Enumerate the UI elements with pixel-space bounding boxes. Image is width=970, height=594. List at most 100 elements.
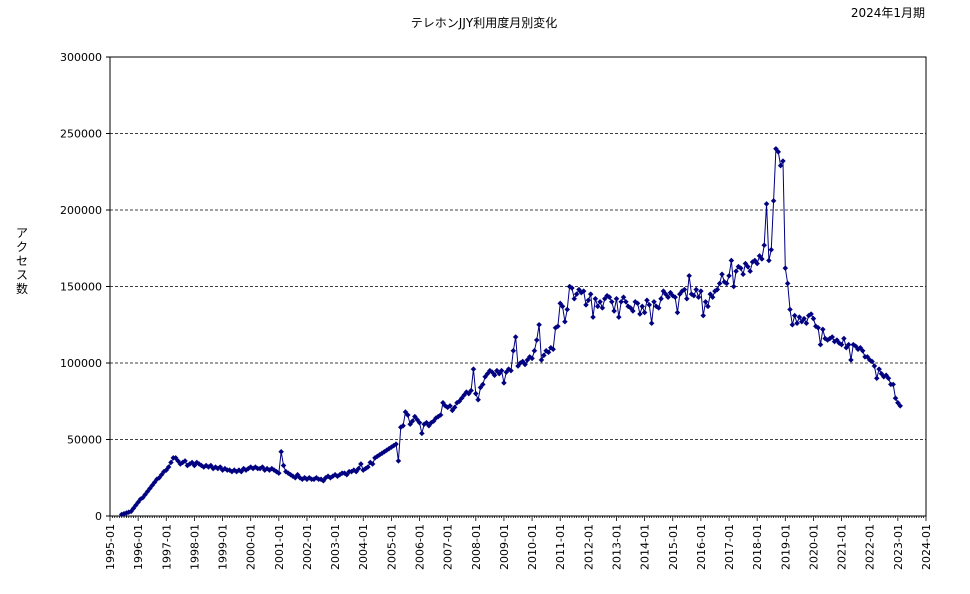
x-tick-label: 2008-01 bbox=[470, 524, 483, 570]
data-point bbox=[573, 291, 580, 297]
data-point bbox=[766, 257, 772, 264]
data-point bbox=[580, 288, 587, 294]
x-tick-label: 2020-01 bbox=[807, 524, 820, 570]
data-point bbox=[669, 292, 676, 299]
data-point bbox=[648, 320, 655, 327]
data-point bbox=[735, 263, 742, 270]
data-point bbox=[620, 294, 627, 301]
data-point bbox=[540, 352, 547, 359]
y-tick-label: 300000 bbox=[60, 51, 102, 64]
data-point bbox=[508, 367, 514, 374]
data-point bbox=[808, 311, 814, 317]
data-point bbox=[672, 294, 678, 301]
data-point bbox=[812, 323, 819, 330]
x-tick-label: 2013-01 bbox=[610, 524, 623, 570]
data-point bbox=[721, 279, 728, 285]
data-point bbox=[470, 366, 477, 372]
data-point bbox=[597, 298, 603, 305]
data-point bbox=[815, 324, 821, 331]
data-point bbox=[165, 464, 172, 470]
data-point bbox=[775, 149, 782, 155]
data-point bbox=[571, 295, 578, 302]
data-point bbox=[768, 246, 775, 253]
data-point bbox=[716, 280, 723, 287]
data-point bbox=[606, 294, 613, 301]
y-tick-label: 200000 bbox=[60, 204, 102, 217]
data-point bbox=[822, 335, 828, 342]
data-point bbox=[512, 334, 519, 340]
x-tick-label: 1999-01 bbox=[217, 524, 230, 570]
data-point bbox=[737, 265, 744, 271]
data-point bbox=[236, 467, 242, 473]
data-point bbox=[866, 357, 873, 363]
data-point bbox=[714, 286, 721, 293]
data-point bbox=[545, 349, 552, 356]
data-point bbox=[442, 403, 449, 409]
data-point bbox=[367, 459, 374, 466]
x-tick-label: 2021-01 bbox=[836, 524, 849, 570]
data-point bbox=[754, 260, 760, 267]
data-point bbox=[829, 334, 836, 340]
data-point bbox=[876, 366, 882, 372]
data-point bbox=[730, 283, 737, 290]
data-point bbox=[592, 295, 599, 302]
data-point bbox=[480, 381, 486, 388]
data-point bbox=[437, 412, 444, 418]
data-point bbox=[691, 292, 697, 299]
data-point bbox=[787, 306, 793, 313]
x-axis: 1995-01 1996-01 1997-01 1998-01 1999-01 2000-… bbox=[104, 516, 933, 570]
data-point bbox=[451, 404, 458, 411]
data-point bbox=[873, 375, 880, 382]
x-tick-label: 1998-01 bbox=[188, 524, 201, 570]
data-point bbox=[632, 298, 639, 305]
data-point bbox=[630, 308, 636, 314]
data-point bbox=[583, 302, 589, 308]
data-point bbox=[393, 441, 399, 447]
data-point bbox=[355, 465, 362, 472]
data-point bbox=[871, 363, 878, 369]
data-point bbox=[550, 346, 556, 353]
data-point bbox=[733, 268, 739, 275]
x-tick-label: 2005-01 bbox=[385, 524, 398, 570]
x-tick-label: 2023-01 bbox=[892, 524, 905, 570]
data-point bbox=[491, 372, 498, 379]
data-point bbox=[796, 314, 803, 320]
data-point bbox=[820, 326, 826, 333]
x-tick-label: 2016-01 bbox=[695, 524, 708, 570]
data-point bbox=[341, 470, 348, 476]
data-point bbox=[641, 309, 648, 316]
data-point bbox=[693, 286, 700, 293]
x-tick-label: 2009-01 bbox=[498, 524, 511, 570]
data-point bbox=[637, 311, 643, 317]
data-point bbox=[651, 298, 657, 305]
data-point bbox=[231, 467, 238, 473]
x-tick-label: 2007-01 bbox=[442, 524, 455, 570]
data-point bbox=[285, 470, 292, 476]
data-point bbox=[395, 458, 402, 464]
y-axis: 0 50000 100000 150000 200000 250000 300000 bbox=[60, 51, 110, 523]
x-tick-label: 2018-01 bbox=[751, 524, 764, 570]
x-tick-label: 2004-01 bbox=[357, 524, 370, 570]
x-tick-label: 2024-01 bbox=[920, 524, 933, 570]
data-point bbox=[594, 303, 601, 310]
data-point bbox=[510, 347, 517, 354]
data-point bbox=[416, 419, 423, 426]
x-tick-label: 2015-01 bbox=[667, 524, 680, 570]
data-point bbox=[566, 283, 573, 290]
data-point bbox=[501, 380, 507, 386]
data-point bbox=[623, 298, 629, 305]
data-point bbox=[702, 298, 709, 305]
data-point bbox=[644, 297, 650, 304]
series-access-count bbox=[118, 145, 904, 518]
chart-subtitle: 2024年1月期 bbox=[851, 6, 925, 20]
data-point bbox=[784, 280, 791, 287]
data-point bbox=[587, 291, 594, 297]
data-point bbox=[890, 381, 896, 388]
data-point bbox=[810, 315, 817, 322]
data-point bbox=[791, 312, 798, 319]
data-point bbox=[665, 294, 671, 301]
data-point bbox=[782, 265, 789, 271]
data-point bbox=[639, 303, 646, 310]
data-point bbox=[789, 321, 796, 328]
x-tick-label: 1997-01 bbox=[160, 524, 173, 570]
